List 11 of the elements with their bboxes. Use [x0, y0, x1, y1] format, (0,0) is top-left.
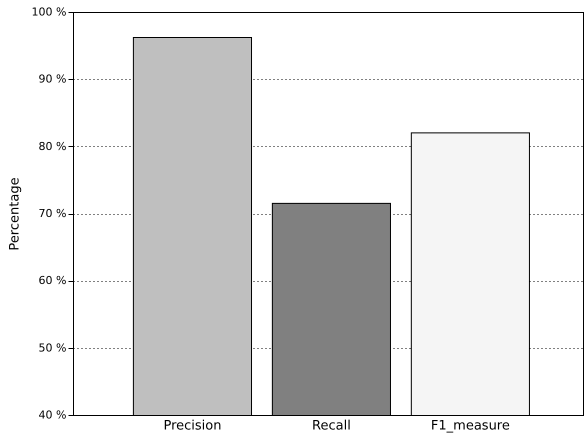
x-tick-label: Precision: [163, 418, 222, 434]
y-tick-label: 50 %: [38, 341, 66, 354]
y-tick-label: 80 %: [38, 140, 66, 153]
y-tick-label: 40 %: [38, 408, 66, 422]
y-tick-label: 100 %: [32, 6, 66, 18]
y-tick-label: 90 %: [38, 72, 66, 86]
x-tick-label: F1_measure: [430, 418, 510, 434]
y-tick-label: 60 %: [38, 274, 66, 288]
y-axis-title: Percentage: [8, 177, 23, 251]
y-tick-label: 70 %: [38, 207, 66, 220]
x-tick-label: Recall: [312, 418, 351, 434]
